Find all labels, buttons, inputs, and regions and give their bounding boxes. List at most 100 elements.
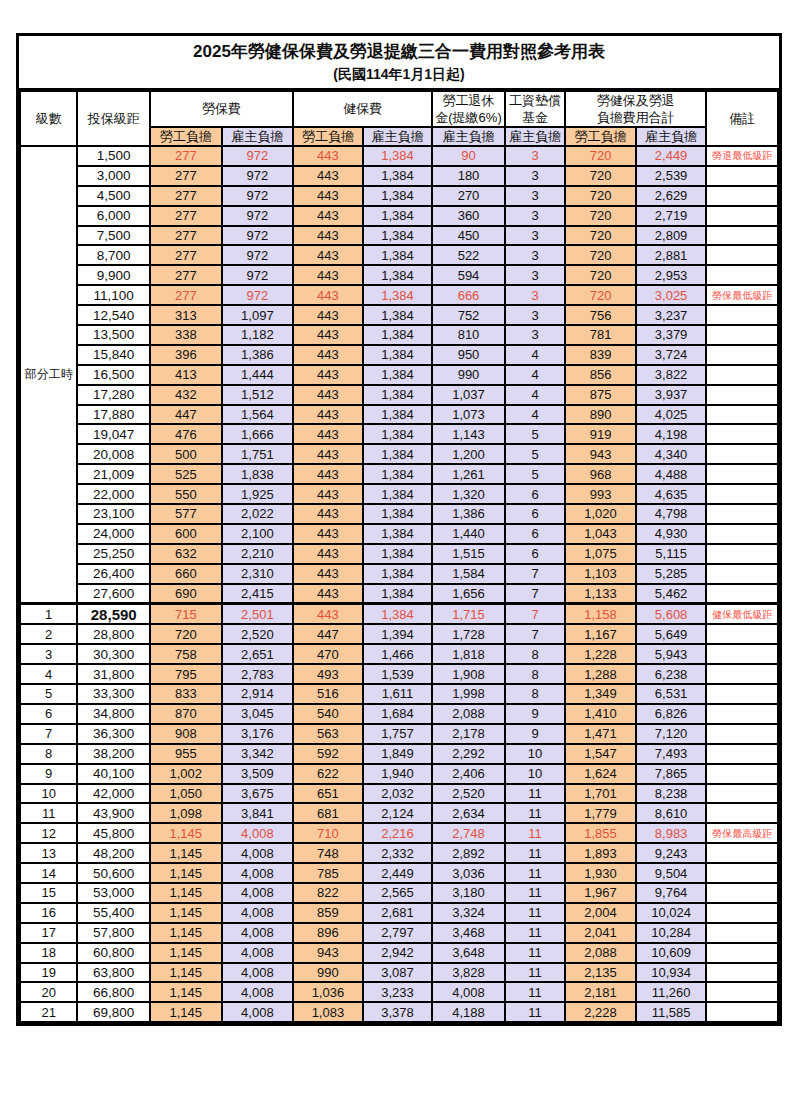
cell-health-employee: 443: [293, 146, 363, 166]
cell-bracket: 8,700: [77, 245, 150, 265]
cell-wage-fund-employer: 10: [505, 744, 565, 764]
cell-level: 9: [20, 764, 77, 784]
table-row: 1757,8001,1454,0088962,7973,468112,04110…: [20, 923, 778, 943]
cell-note: 勞退最低級距: [706, 146, 778, 166]
table-row: 1450,6001,1454,0087852,4493,036111,9309,…: [20, 863, 778, 883]
cell-health-employee: 443: [293, 564, 363, 584]
cell-health-employer: 1,384: [363, 544, 433, 564]
cell-health-employee: 859: [293, 903, 363, 923]
cell-note: 健保最低級距: [706, 604, 778, 624]
table-header: 級數 投保級距 勞保費 健保費 勞工退休 金(提繳6%) 工資墊償 基金 勞健保…: [20, 91, 778, 146]
cell-pension-employer: 3,468: [432, 923, 505, 943]
cell-labor-employee: 277: [150, 265, 222, 285]
cell-total-employee: 1,133: [565, 584, 636, 604]
cell-health-employer: 1,384: [363, 305, 433, 325]
cell-note: [706, 724, 778, 744]
cell-labor-employer: 4,008: [222, 903, 294, 923]
cell-wage-fund-employer: 4: [505, 365, 565, 385]
cell-total-employee: 1,410: [565, 704, 636, 724]
cell-level: 17: [20, 923, 77, 943]
cell-bracket: 6,000: [77, 206, 150, 226]
cell-labor-employer: 1,751: [222, 444, 294, 464]
header-wage-fund: 工資墊償 基金: [505, 91, 565, 127]
cell-note: [706, 305, 778, 325]
cell-labor-employee: 1,098: [150, 803, 222, 823]
cell-note: [706, 365, 778, 385]
cell-labor-employee: 277: [150, 146, 222, 166]
cell-total-employer: 8,610: [636, 803, 707, 823]
cell-total-employee: 1,103: [565, 564, 636, 584]
cell-level: 15: [20, 883, 77, 903]
cell-total-employee: 2,135: [565, 963, 636, 983]
cell-total-employee: 1,020: [565, 504, 636, 524]
cell-labor-employee: 277: [150, 245, 222, 265]
page-subtitle: (民國114年1月1日起): [19, 64, 779, 85]
cell-health-employer: 1,849: [363, 744, 433, 764]
cell-labor-employee: 313: [150, 305, 222, 325]
cell-wage-fund-employer: 7: [505, 624, 565, 644]
table-row: 20,0085001,7514431,3841,20059434,340: [20, 444, 778, 464]
cell-pension-employer: 450: [432, 226, 505, 246]
cell-wage-fund-employer: 11: [505, 803, 565, 823]
cell-total-employer: 4,798: [636, 504, 707, 524]
header-pension: 勞工退休 金(提繳6%): [432, 91, 505, 127]
table-row: 1042,0001,0503,6756512,0322,520111,7018,…: [20, 784, 778, 804]
cell-health-employee: 443: [293, 604, 363, 624]
cell-labor-employer: 972: [222, 166, 294, 186]
cell-health-employer: 3,378: [363, 1002, 433, 1022]
header-pension-line2: 金(提繳6%): [434, 109, 503, 126]
cell-total-employee: 720: [565, 226, 636, 246]
cell-labor-employer: 4,008: [222, 823, 294, 843]
cell-total-employee: 890: [565, 405, 636, 425]
table-row: 7,5002779724431,38445037202,809: [20, 226, 778, 246]
cell-note: [706, 704, 778, 724]
cell-bracket: 23,100: [77, 504, 150, 524]
cell-health-employer: 1,384: [363, 245, 433, 265]
cell-labor-employer: 1,512: [222, 385, 294, 405]
cell-labor-employee: 833: [150, 684, 222, 704]
cell-health-employer: 2,449: [363, 863, 433, 883]
cell-wage-fund-employer: 9: [505, 704, 565, 724]
cell-labor-employee: 577: [150, 504, 222, 524]
cell-labor-employee: 715: [150, 604, 222, 624]
cell-note: [706, 385, 778, 405]
cell-labor-employee: 396: [150, 345, 222, 365]
cell-labor-employer: 1,444: [222, 365, 294, 385]
cell-wage-fund-employer: 4: [505, 385, 565, 405]
header-health-employer-share: 雇主負擔: [363, 127, 433, 146]
cell-total-employer: 10,024: [636, 903, 707, 923]
cell-total-employer: 6,826: [636, 704, 707, 724]
cell-pension-employer: 666: [432, 285, 505, 305]
cell-pension-employer: 2,748: [432, 823, 505, 843]
cell-pension-employer: 2,520: [432, 784, 505, 804]
table-body: 部分工時1,5002779724431,3849037202,449勞退最低級距…: [20, 146, 778, 1022]
cell-pension-employer: 2,292: [432, 744, 505, 764]
cell-labor-employee: 447: [150, 405, 222, 425]
cell-pension-employer: 1,715: [432, 604, 505, 624]
cell-wage-fund-employer: 7: [505, 564, 565, 584]
cell-pension-employer: 1,656: [432, 584, 505, 604]
cell-labor-employee: 1,145: [150, 903, 222, 923]
cell-health-employer: 1,466: [363, 644, 433, 664]
cell-labor-employee: 1,145: [150, 1002, 222, 1022]
cell-level: 11: [20, 803, 77, 823]
cell-note: [706, 444, 778, 464]
cell-health-employer: 1,384: [363, 464, 433, 484]
table-row: 228,8007202,5204471,3941,72871,1675,649: [20, 624, 778, 644]
cell-pension-employer: 4,188: [432, 1002, 505, 1022]
cell-note: [706, 424, 778, 444]
cell-note: [706, 664, 778, 684]
cell-health-employee: 443: [293, 206, 363, 226]
cell-pension-employer: 3,828: [432, 963, 505, 983]
cell-total-employer: 3,379: [636, 325, 707, 345]
cell-pension-employer: 3,180: [432, 883, 505, 903]
cell-note: [706, 982, 778, 1002]
cell-health-employer: 3,233: [363, 982, 433, 1002]
cell-health-employer: 1,384: [363, 504, 433, 524]
cell-health-employer: 1,384: [363, 484, 433, 504]
cell-health-employer: 1,394: [363, 624, 433, 644]
cell-pension-employer: 180: [432, 166, 505, 186]
cell-labor-employer: 2,210: [222, 544, 294, 564]
cell-health-employee: 443: [293, 424, 363, 444]
cell-health-employee: 822: [293, 883, 363, 903]
